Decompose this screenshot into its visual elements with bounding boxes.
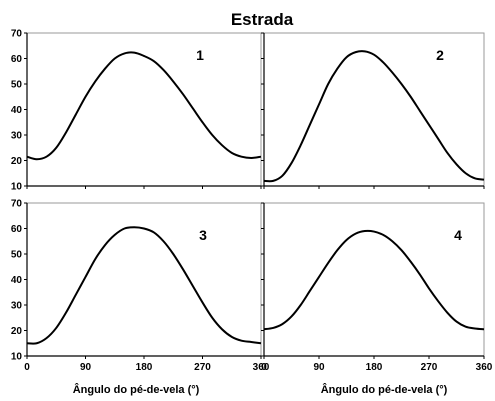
x-tick-label: 360 — [476, 362, 493, 373]
x-tick-label: 90 — [313, 362, 325, 373]
panel-label: 4 — [454, 227, 462, 243]
x-tick-label: 180 — [366, 362, 383, 373]
y-tick-label: 20 — [11, 326, 23, 337]
panel-label: 1 — [196, 47, 204, 63]
y-tick-label: 20 — [11, 156, 23, 167]
x-axis-label-right: Ângulo do pé-de-vela (°) — [321, 383, 448, 396]
panel-frame — [263, 202, 485, 357]
series-line-4 — [263, 229, 485, 331]
x-tick-label: 180 — [136, 362, 153, 373]
y-tick-label: 40 — [11, 105, 23, 116]
x-tick-label: 0 — [261, 362, 267, 373]
x-tick-label: 270 — [421, 362, 438, 373]
y-tick-label: 10 — [11, 182, 23, 193]
panel-3: 10 20 30 40 50 60 70 0 90 180 270 360 3 — [11, 199, 270, 374]
x-tick-label: 0 — [24, 362, 30, 373]
series-line-3 — [26, 226, 262, 345]
chart-title: Estrada — [231, 10, 294, 29]
x-tick-label: 270 — [194, 362, 211, 373]
panel-1: 10 20 30 40 50 60 70 1 — [11, 29, 262, 193]
y-tick-label: 30 — [11, 301, 23, 312]
y-tick-label: 60 — [11, 224, 23, 235]
y-tick-label: 50 — [11, 250, 23, 261]
y-tick-label: 60 — [11, 54, 23, 65]
x-tick-label: 90 — [80, 362, 92, 373]
panel-2: 2 — [261, 32, 485, 189]
panel-frame — [263, 32, 485, 187]
series-line-2 — [263, 50, 485, 183]
panel-label: 2 — [436, 47, 444, 63]
y-tick-label: 70 — [11, 199, 23, 210]
series-line-1 — [26, 51, 262, 161]
y-tick-label: 70 — [11, 29, 23, 40]
x-tick-label: 360 — [253, 362, 270, 373]
y-tick-label: 50 — [11, 80, 23, 91]
y-tick-label: 40 — [11, 275, 23, 286]
panel-4: 0 90 180 270 360 4 — [261, 202, 493, 373]
panel-label: 3 — [199, 227, 207, 243]
y-tick-label: 10 — [11, 352, 23, 363]
y-tick-label: 30 — [11, 131, 23, 142]
x-axis-label-left: Ângulo do pé-de-vela (°) — [73, 383, 200, 396]
